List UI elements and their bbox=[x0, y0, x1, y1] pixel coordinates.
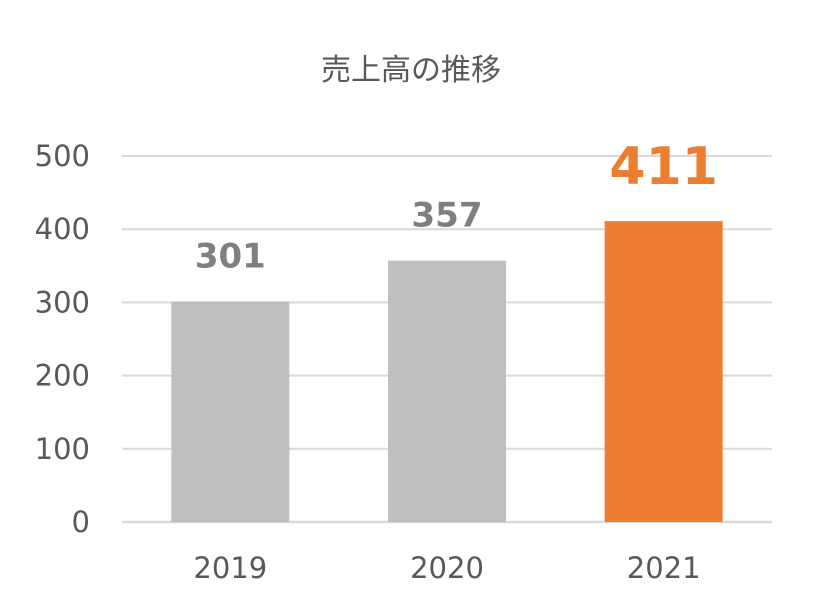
data-labels: 301 357 411 bbox=[195, 137, 718, 277]
chart-title: 売上高の推移 bbox=[321, 53, 501, 88]
bars bbox=[171, 221, 723, 522]
data-label: 411 bbox=[609, 137, 718, 197]
y-tick-label: 200 bbox=[35, 359, 90, 393]
x-axis-ticks: 2019 2020 2021 bbox=[193, 551, 700, 585]
data-label: 301 bbox=[195, 237, 266, 277]
y-axis-ticks: 0 100 200 300 400 500 bbox=[35, 139, 90, 539]
y-tick-label: 500 bbox=[35, 139, 90, 173]
bar bbox=[388, 260, 506, 522]
data-label: 357 bbox=[412, 196, 483, 236]
bar bbox=[604, 221, 723, 522]
y-tick-label: 100 bbox=[35, 432, 90, 466]
bar bbox=[171, 301, 290, 522]
y-tick-label: 400 bbox=[35, 212, 90, 246]
x-tick-label: 2019 bbox=[193, 551, 267, 585]
y-tick-label: 300 bbox=[35, 285, 90, 319]
x-tick-label: 2021 bbox=[627, 551, 701, 585]
y-tick-label: 0 bbox=[72, 505, 90, 539]
x-tick-label: 2020 bbox=[410, 551, 484, 585]
